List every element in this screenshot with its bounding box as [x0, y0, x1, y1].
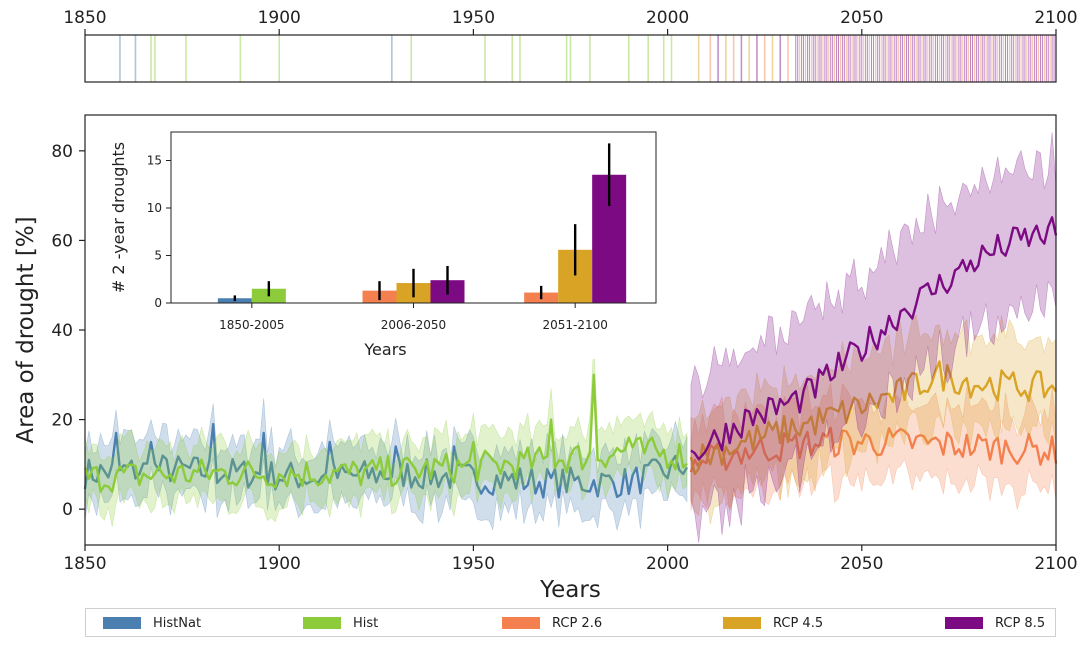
main-xtick-label-1900: 1900 [258, 554, 301, 574]
legend-item-rcp45: RCP 4.5 [723, 615, 823, 631]
line-rcp45 [689, 360, 1058, 476]
band-hist [84, 343, 688, 527]
strip-plot [119, 35, 1057, 82]
strip-xtick-label-1950: 1950 [452, 8, 495, 28]
inset-xlabel: Years [363, 340, 406, 359]
main-ytick-label-20: 20 [51, 411, 73, 431]
main-ytick-label-40: 40 [51, 321, 73, 341]
legend-label-rcp26: RCP 2.6 [552, 615, 603, 631]
main-ytick-label-80: 80 [51, 142, 73, 162]
main-xtick-label-2100: 2100 [1034, 554, 1077, 574]
inset-ytick-label-15: 15 [147, 154, 162, 168]
line-rcp26 [689, 426, 1058, 473]
strip-xtick-label-1900: 1900 [258, 8, 301, 28]
legend-label-rcp85: RCP 8.5 [995, 615, 1046, 631]
strip-xtick-label-2100: 2100 [1034, 8, 1077, 28]
inset-plot [217, 143, 627, 303]
inset-background [91, 126, 664, 359]
line-histnat [83, 422, 689, 499]
strip-frame [84, 34, 1057, 83]
legend-item-hist: Hist [303, 615, 378, 631]
main-xtick-label-1850: 1850 [63, 554, 106, 574]
inset-xtick-label-1: 2006-2050 [381, 318, 446, 332]
legend-item-rcp85: RCP 8.5 [945, 615, 1045, 631]
legend-label-histnat: HistNat [153, 615, 202, 631]
inset-xtick-label-2: 2051-2100 [542, 318, 607, 332]
inset-ytick-label-10: 10 [147, 201, 162, 215]
inset-frame [170, 131, 657, 304]
legend: HistNat Hist RCP 2.6 RCP 4.5 RCP 8.5 [85, 608, 1056, 637]
line-hist [83, 373, 688, 493]
main-xtick-label-2050: 2050 [840, 554, 883, 574]
strip-xtick-label-2050: 2050 [840, 8, 883, 28]
legend-item-histnat: HistNat [103, 615, 201, 631]
legend-label-rcp45: RCP 4.5 [773, 615, 824, 631]
strip-xtick-label-2000: 2000 [646, 8, 689, 28]
strip-xtick-label-1850: 1850 [63, 8, 106, 28]
line-rcp85 [690, 216, 1058, 461]
inset-ytick-label-5: 5 [154, 249, 162, 263]
legend-swatch-rcp26 [502, 617, 540, 629]
inset-ytick-label-0: 0 [154, 296, 162, 310]
main-xtick-label-1950: 1950 [452, 554, 495, 574]
main-xlabel: Years [539, 577, 601, 603]
main-ytick-label-60: 60 [51, 231, 73, 251]
main-ytick-label-0: 0 [62, 500, 73, 520]
main-plot [83, 132, 1058, 543]
main-xtick-label-2000: 2000 [646, 554, 689, 574]
legend-swatch-rcp85 [945, 617, 983, 629]
legend-swatch-rcp45 [723, 617, 761, 629]
legend-swatch-histnat [103, 617, 141, 629]
main-ylabel: Area of drought [%] [13, 216, 39, 443]
legend-item-rcp26: RCP 2.6 [502, 615, 602, 631]
inset-xtick-label-0: 1850-2005 [219, 318, 284, 332]
legend-swatch-hist [303, 617, 341, 629]
inset-ylabel: # 2 -year droughts [109, 142, 128, 293]
legend-label-hist: Hist [353, 615, 379, 631]
